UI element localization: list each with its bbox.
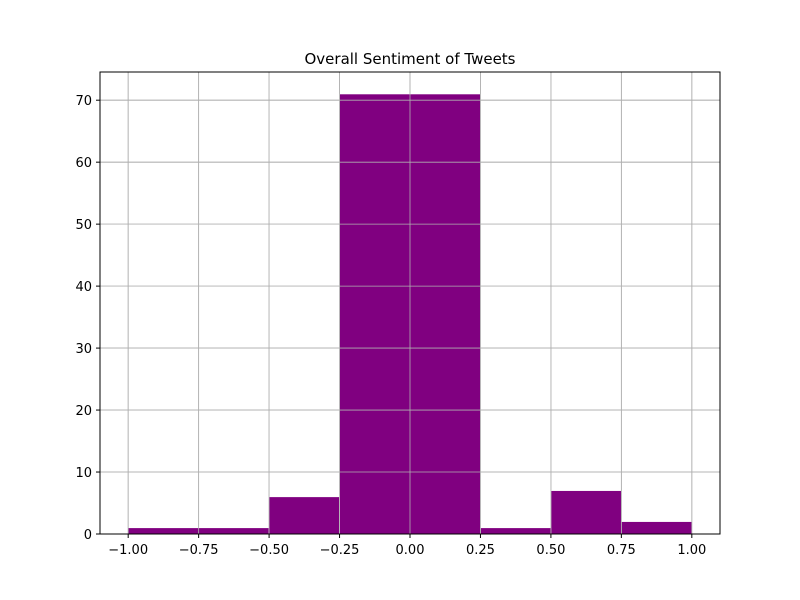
x-tick-label: −1.00 xyxy=(108,543,148,558)
x-tick-label: 0.25 xyxy=(466,543,495,558)
histogram-bar xyxy=(621,521,693,535)
x-tick-label: 0.75 xyxy=(607,543,636,558)
x-tick-label: −0.50 xyxy=(249,543,289,558)
x-tick-label: −0.25 xyxy=(320,543,360,558)
y-tick-label: 60 xyxy=(75,156,92,171)
y-tick-label: 70 xyxy=(75,94,92,109)
y-axis-ticks: 0 10 20 30 40 50 60 70 xyxy=(75,94,100,543)
y-tick-label: 50 xyxy=(75,218,92,233)
y-tick-label: 40 xyxy=(75,280,92,295)
y-tick-label: 30 xyxy=(75,342,92,357)
x-tick-label: −0.75 xyxy=(179,543,219,558)
y-tick-label: 20 xyxy=(75,404,92,419)
y-tick-label: 10 xyxy=(75,466,92,481)
histogram-bar xyxy=(550,490,622,535)
x-tick-label: 0.50 xyxy=(536,543,565,558)
x-axis-ticks: −1.00 −0.75 −0.50 −0.25 0.00 0.25 0.50 0.75 1.00 xyxy=(108,534,706,558)
histogram-bar xyxy=(268,496,340,535)
chart-title: Overall Sentiment of Tweets xyxy=(304,50,515,68)
x-tick-label: 1.00 xyxy=(677,543,706,558)
grid-overlay xyxy=(100,72,720,535)
y-tick-label: 0 xyxy=(84,528,92,543)
histogram-bar xyxy=(480,527,552,535)
x-tick-label: 0.00 xyxy=(396,543,425,558)
